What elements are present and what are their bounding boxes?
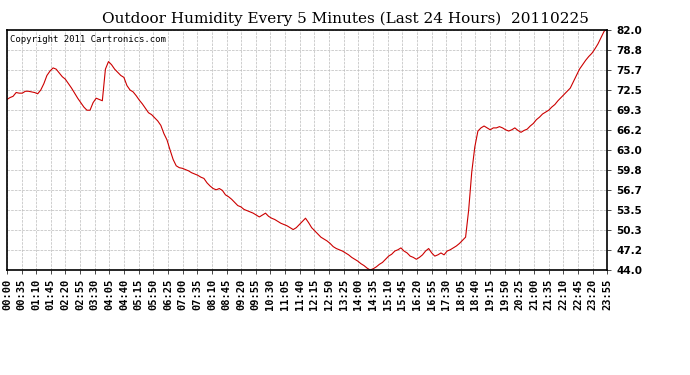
Text: Copyright 2011 Cartronics.com: Copyright 2011 Cartronics.com	[10, 35, 166, 44]
Text: Outdoor Humidity Every 5 Minutes (Last 24 Hours)  20110225: Outdoor Humidity Every 5 Minutes (Last 2…	[101, 11, 589, 26]
